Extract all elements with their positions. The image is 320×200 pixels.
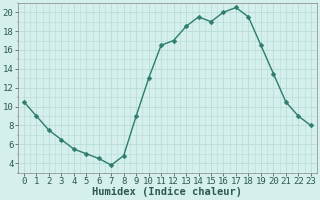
X-axis label: Humidex (Indice chaleur): Humidex (Indice chaleur): [92, 187, 242, 197]
